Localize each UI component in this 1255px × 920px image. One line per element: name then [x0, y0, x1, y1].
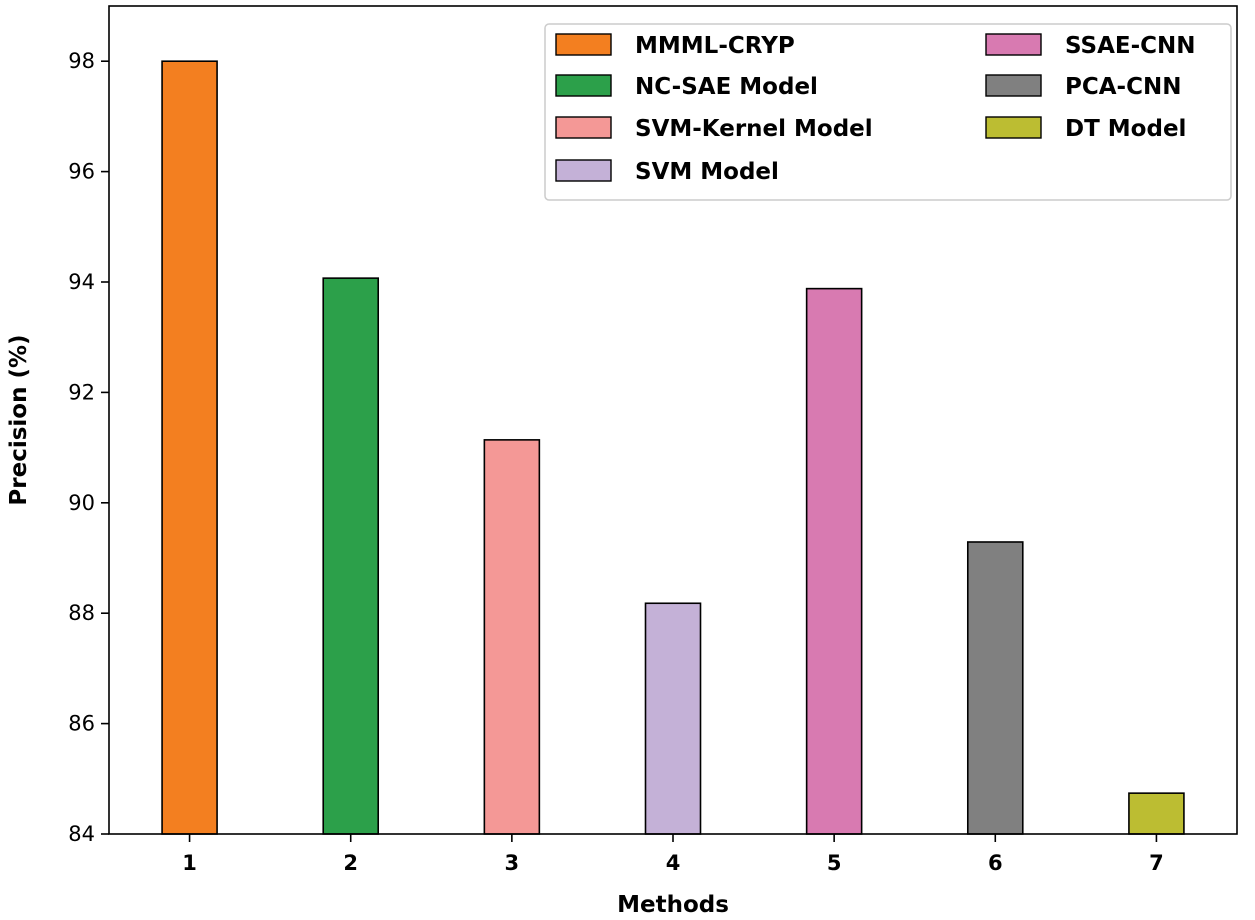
legend-swatch [555, 159, 612, 182]
bar-6 [966, 541, 1024, 835]
y-tick-label: 86 [68, 712, 95, 736]
x-tick-label: 5 [827, 851, 842, 875]
legend-swatch [555, 33, 612, 56]
y-tick-label: 84 [68, 822, 95, 846]
bar-3 [483, 439, 541, 835]
bar-5 [805, 287, 863, 835]
plot-frame [108, 5, 1238, 835]
x-tick-label: 3 [505, 851, 520, 875]
y-axis-label: Precision (%) [6, 334, 32, 505]
legend-entry-label: SVM Model [635, 159, 779, 185]
legend-swatch [555, 116, 612, 139]
x-axis-ticks: 1 2 3 4 5 6 7 [182, 834, 1164, 875]
legend-entry-label: SSAE-CNN [1065, 33, 1196, 59]
legend-entry-label: MMML-CRYP [635, 33, 795, 59]
y-tick-label: 90 [68, 491, 95, 515]
legend-entry-label: PCA-CNN [1065, 74, 1181, 100]
legend-entry-label: NC-SAE Model [635, 74, 818, 100]
x-tick-label: 4 [666, 851, 681, 875]
x-tick-label: 7 [1149, 851, 1164, 875]
y-tick-label: 92 [68, 380, 95, 404]
bar-4 [644, 602, 702, 835]
legend-entry-label: DT Model [1065, 116, 1186, 142]
legend-entry-label: SVM-Kernel Model [635, 116, 873, 142]
bar-2 [322, 277, 380, 835]
x-axis-label: Methods [617, 892, 729, 918]
legend-box [544, 23, 1232, 201]
bar-1 [161, 60, 218, 835]
y-tick-label: 88 [68, 601, 95, 625]
x-tick-label: 2 [343, 851, 358, 875]
y-tick-label: 94 [68, 270, 95, 294]
legend-swatch [985, 33, 1042, 56]
y-tick-label: 96 [68, 160, 95, 184]
legend-swatch [555, 74, 612, 97]
y-axis-ticks: 84 86 88 90 92 94 96 98 [68, 49, 109, 846]
legend-swatch [985, 116, 1042, 139]
bars-group [161, 60, 1185, 835]
legend: MMML-CRYP NC-SAE Model SVM-Kernel Model SVM… [544, 23, 1232, 201]
x-tick-label: 6 [988, 851, 1003, 875]
bar-7 [1128, 792, 1185, 835]
y-tick-label: 98 [68, 49, 95, 73]
legend-swatch [985, 74, 1042, 97]
x-tick-label: 1 [182, 851, 197, 875]
